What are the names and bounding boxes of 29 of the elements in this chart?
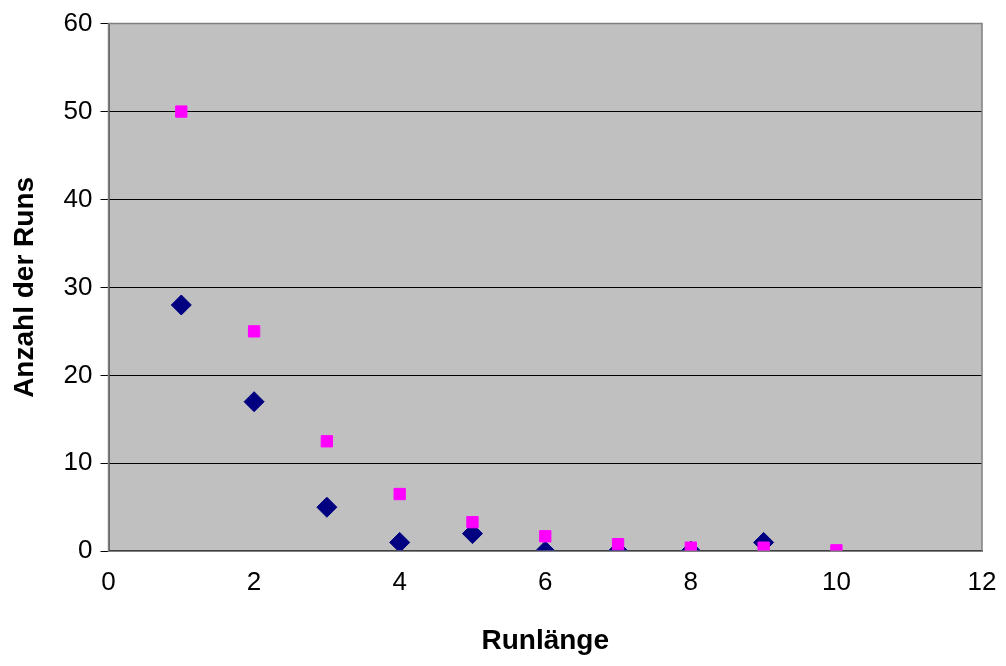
- point: [684, 541, 697, 552]
- point: [539, 530, 552, 543]
- y-tick-label: 50: [63, 94, 93, 125]
- y-tick-label: 40: [63, 182, 93, 213]
- point: [389, 531, 411, 552]
- y-tick-label: 60: [63, 6, 93, 37]
- x-tick-label: 8: [683, 565, 699, 596]
- point: [393, 487, 406, 501]
- x-tick-label: 12: [967, 565, 997, 596]
- point: [320, 435, 334, 448]
- point: [316, 496, 338, 518]
- x-tick-label: 2: [246, 565, 262, 596]
- x-tick-label: 0: [101, 565, 116, 596]
- point: [170, 294, 192, 316]
- y-tick-label: 30: [63, 270, 93, 301]
- point: [466, 516, 479, 529]
- point: [611, 538, 625, 551]
- x-tick-label: 10: [821, 565, 851, 596]
- x-axis-title: Runlänge: [481, 623, 610, 655]
- point: [243, 391, 265, 413]
- point: [247, 325, 261, 338]
- point: [757, 541, 770, 552]
- point: [175, 105, 188, 118]
- y-tick-label: 20: [63, 358, 93, 389]
- y-tick-label: 10: [63, 446, 93, 477]
- x-tick-label: 6: [538, 565, 553, 596]
- y-axis-title: Anzahl der Runs: [7, 176, 39, 398]
- x-tick-label: 4: [392, 565, 407, 596]
- y-tick-label: 0: [78, 534, 93, 565]
